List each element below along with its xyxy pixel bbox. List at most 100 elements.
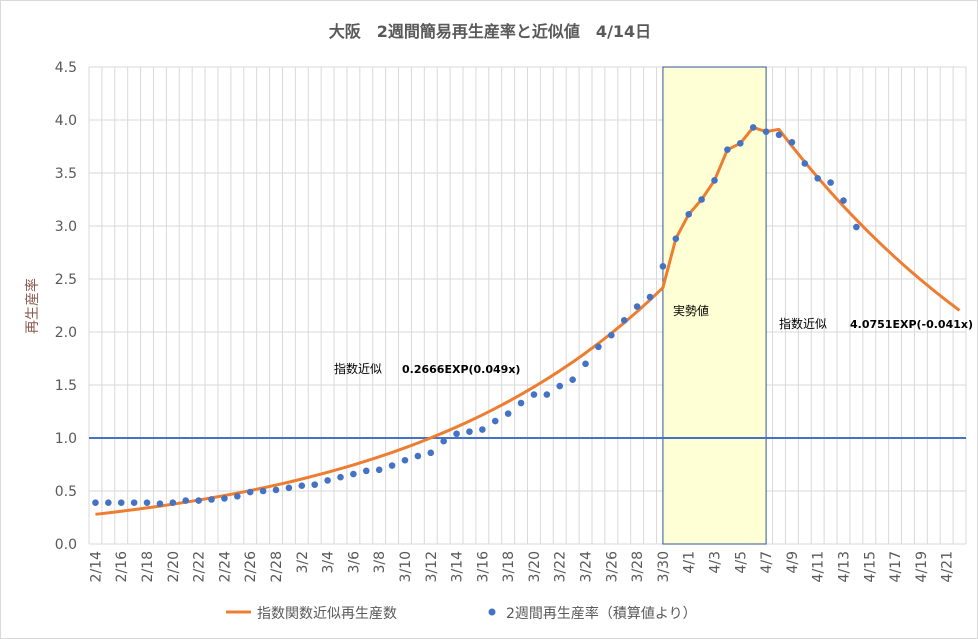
data-point xyxy=(698,196,705,203)
data-point xyxy=(105,499,112,506)
x-tick-label: 3/10 xyxy=(398,551,414,582)
data-point xyxy=(169,499,177,506)
y-tick-label: 4.5 xyxy=(55,60,77,76)
data-point xyxy=(272,486,280,494)
x-tick-label: 2/18 xyxy=(140,551,156,582)
x-tick-label: 3/2 xyxy=(295,551,311,574)
data-point xyxy=(711,177,718,184)
x-tick-label: 3/14 xyxy=(450,551,466,583)
chart-title: 大阪 2週間簡易再生産率と近似値 4/14日 xyxy=(329,22,651,41)
x-tick-label: 4/9 xyxy=(785,551,801,574)
annotation-fit2-label: 指数近似 xyxy=(779,316,827,331)
data-point xyxy=(737,140,744,147)
highlight-label: 実勢値 xyxy=(673,303,709,318)
data-point xyxy=(853,223,860,231)
data-point xyxy=(775,131,783,139)
x-tick-label: 4/5 xyxy=(733,551,749,574)
x-tick-label: 2/20 xyxy=(166,551,182,582)
x-tick-label: 4/13 xyxy=(836,551,852,582)
y-tick-label: 4.0 xyxy=(55,113,77,129)
data-point xyxy=(659,262,667,270)
data-point xyxy=(311,481,318,488)
data-point xyxy=(221,495,228,502)
data-point xyxy=(414,452,422,460)
annotation-fit2-formula: 4.0751EXP(-0.041x) xyxy=(850,318,973,331)
y-axis-title: 再生産率 xyxy=(24,278,41,334)
legend: 指数関数近似再生産数 2週間再生産率（積算値より） xyxy=(226,605,697,622)
data-point xyxy=(246,488,254,496)
x-tick-label: 2/14 xyxy=(88,551,104,583)
data-point xyxy=(569,376,576,384)
annotation-fit1-formula: 0.2666EXP(0.049x) xyxy=(402,363,520,376)
data-point xyxy=(362,467,370,475)
y-tick-label: 0.5 xyxy=(55,484,77,500)
x-tick-label: 4/17 xyxy=(888,551,904,582)
x-tick-label: 3/8 xyxy=(372,551,388,574)
x-tick-label: 2/22 xyxy=(192,551,208,582)
data-point xyxy=(143,499,151,506)
x-tick-label: 3/20 xyxy=(527,551,543,582)
data-point xyxy=(814,175,821,182)
x-tick-label: 3/24 xyxy=(579,551,595,583)
x-tick-label: 4/3 xyxy=(708,551,724,574)
data-point xyxy=(117,499,125,506)
x-tick-label: 4/15 xyxy=(862,551,878,582)
data-point xyxy=(724,146,731,153)
x-tick-label: 3/18 xyxy=(501,551,517,582)
y-tick-label: 2.5 xyxy=(55,272,77,288)
data-point xyxy=(582,360,589,368)
x-tick-label: 4/11 xyxy=(811,551,827,582)
x-tick-label: 4/7 xyxy=(759,551,775,574)
x-tick-label: 2/24 xyxy=(217,551,233,583)
data-point xyxy=(517,399,525,407)
fit-series-line xyxy=(95,125,961,516)
x-tick-label: 3/16 xyxy=(475,551,491,583)
data-point xyxy=(195,497,202,504)
x-tick-label: 2/28 xyxy=(269,551,285,582)
data-point xyxy=(156,500,164,508)
data-point xyxy=(479,426,486,433)
x-tick-label: 3/12 xyxy=(424,551,440,582)
annotation-fit1-label: 指数近似 xyxy=(334,361,382,376)
y-tick-label: 3.5 xyxy=(55,166,77,182)
data-point xyxy=(840,197,847,204)
data-point xyxy=(620,317,628,324)
data-point xyxy=(491,417,499,425)
data-point xyxy=(827,179,834,186)
data-point xyxy=(401,456,409,464)
data-point xyxy=(556,382,564,390)
data-point xyxy=(595,343,602,351)
data-point xyxy=(749,124,757,131)
data-point xyxy=(350,470,357,478)
data-point xyxy=(337,473,344,481)
legend-label-fit: 指数関数近似再生産数 xyxy=(257,606,397,622)
data-point xyxy=(324,477,331,484)
data-point xyxy=(375,466,383,474)
data-point xyxy=(788,138,796,146)
x-tick-label: 3/4 xyxy=(321,551,337,574)
y-tick-label: 1.0 xyxy=(55,431,77,447)
legend-label-actual: 2週間再生産率（積算値より） xyxy=(506,605,697,622)
data-point xyxy=(130,499,138,506)
data-point xyxy=(453,430,460,438)
data-point xyxy=(646,293,654,301)
x-tick-label: 4/21 xyxy=(940,551,956,582)
x-tick-label: 2/16 xyxy=(114,551,130,583)
y-tick-label: 1.5 xyxy=(55,378,77,394)
data-point xyxy=(762,128,770,135)
data-point xyxy=(182,497,190,504)
data-point xyxy=(208,496,215,503)
x-tick-label: 4/1 xyxy=(682,551,698,574)
data-point xyxy=(801,160,809,167)
x-tick-label: 2/26 xyxy=(243,551,259,583)
legend-dot-swatch xyxy=(488,608,496,616)
data-point xyxy=(685,211,693,218)
data-point xyxy=(388,462,396,469)
data-point xyxy=(633,303,641,310)
x-tick-label: 3/30 xyxy=(656,551,672,582)
data-point xyxy=(298,482,306,490)
x-tick-label: 3/26 xyxy=(604,551,620,583)
data-point xyxy=(466,428,473,435)
